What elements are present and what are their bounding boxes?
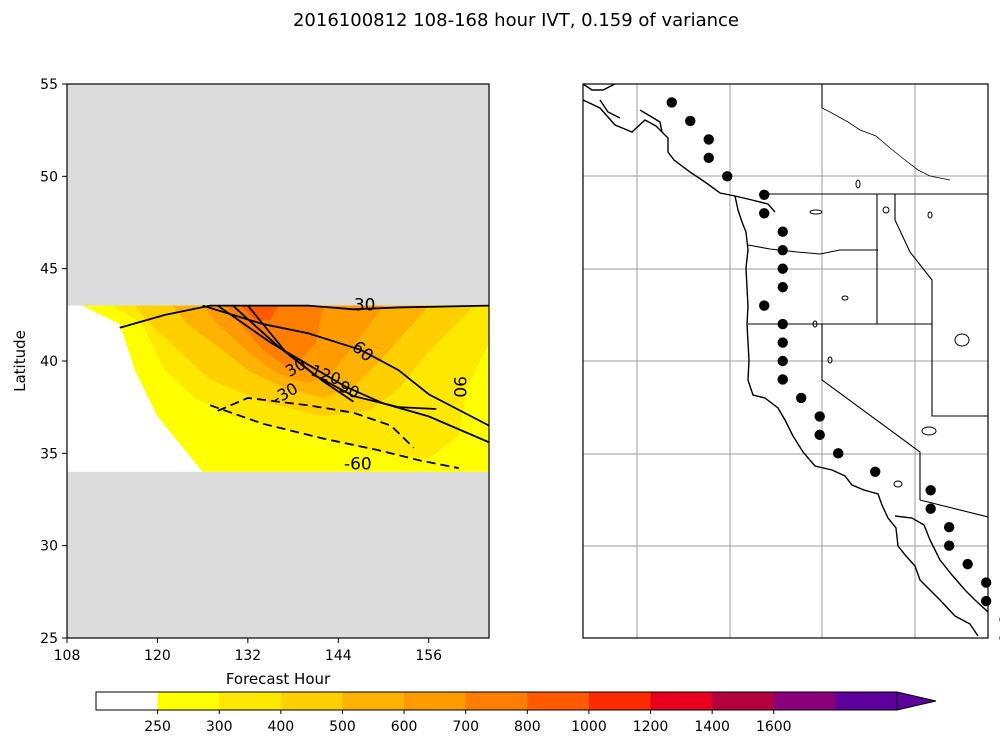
colorbar-segment: [157, 692, 220, 710]
lakes: [809, 179, 970, 488]
map-point: [777, 355, 788, 367]
map-point: [962, 558, 973, 570]
map-point: [685, 115, 696, 127]
colorbar-tick-label: 400: [267, 719, 294, 735]
y-tick-label: 30: [40, 539, 58, 555]
map-point: [777, 318, 788, 330]
contour-line-120: [232, 304, 437, 410]
map-point: [980, 577, 992, 588]
masked-band: [67, 84, 489, 306]
colorbar-tick-label: 600: [391, 719, 418, 735]
contour-line-90: [217, 304, 489, 444]
colorbar-segment: [280, 692, 343, 710]
map-point: [777, 263, 788, 274]
map-point: [703, 152, 714, 164]
colorbar-tick-label: 700: [452, 719, 479, 735]
x-axis-label: Forecast Hour: [226, 670, 331, 688]
map-point: [925, 503, 936, 514]
map-panel: [582, 83, 1000, 641]
y-tick-label: 45: [40, 262, 58, 278]
contour-label: 30: [354, 296, 376, 316]
y-axis-label: Latitude: [11, 330, 29, 392]
map-point: [777, 337, 788, 348]
colorbar-segment: [342, 692, 405, 710]
map-point: [833, 448, 844, 459]
map-point: [722, 171, 733, 182]
x-tick-label: 120: [144, 648, 171, 664]
y-tick-label: 25: [40, 631, 58, 647]
x-tick-label: 156: [415, 648, 442, 664]
map-point: [759, 189, 770, 200]
colorbar-segment: [835, 692, 898, 710]
map-point: [759, 300, 770, 311]
map-point: [777, 226, 788, 237]
canada-border-detail: [821, 107, 951, 181]
map-point: [869, 466, 881, 477]
x-tick-label: 144: [325, 648, 352, 664]
contour-line--60: [209, 404, 460, 469]
colorbar-segment: [527, 692, 590, 710]
colorbar-tick-label: 1200: [633, 719, 669, 735]
coastline: [583, 84, 988, 637]
colorbar-tick-label: 300: [206, 719, 233, 735]
colorbar-segment: [404, 692, 467, 710]
contour-line-30: [119, 304, 489, 329]
map-point: [796, 392, 807, 404]
map-point: [759, 208, 770, 219]
colorbar-tick-label: 1000: [571, 719, 607, 735]
contour-label: -60: [344, 454, 372, 474]
map-point: [666, 97, 677, 108]
map-point: [943, 522, 955, 533]
map-point: [814, 411, 825, 422]
map-point: [943, 540, 955, 551]
map-point: [777, 374, 788, 385]
contour-line-150: [247, 305, 354, 403]
colorbar-segment: [465, 692, 528, 710]
colorbar-segment: [712, 692, 775, 710]
colorbar: 250 300 400 500 600 700 800 1000 1200 1400 1600: [95, 691, 937, 735]
map-point: [814, 429, 825, 441]
contour-label: 90: [449, 376, 469, 398]
map-point: [925, 485, 936, 496]
contour-line--30: [217, 397, 415, 449]
y-tick-label: 40: [40, 354, 58, 370]
colorbar-segment: [650, 692, 713, 710]
colorbar-tick-label: 250: [144, 719, 171, 735]
colorbar-tick-label: 800: [514, 719, 541, 735]
colorbar-segment: [588, 692, 652, 710]
colorbar-extend-arrow: [896, 691, 937, 711]
figure-title: 2016100812 108-168 hour IVT, 0.159 of va…: [293, 10, 739, 31]
map-point: [777, 281, 788, 293]
colorbar-segment: [773, 692, 836, 710]
masked-band: [67, 471, 489, 638]
y-tick-label: 55: [40, 77, 58, 93]
colorbar-tick-label: 500: [329, 719, 356, 735]
y-tick-label: 35: [40, 446, 58, 462]
x-tick-label: 132: [234, 648, 261, 664]
x-tick-label: 108: [54, 648, 81, 664]
y-tick-label: 50: [40, 169, 58, 185]
map-point: [980, 595, 992, 607]
map-point: [703, 134, 714, 145]
colorbar-tick-label: 1400: [694, 719, 730, 735]
colorbar-tick-label: 1600: [756, 719, 792, 735]
map-point: [777, 245, 788, 256]
colorbar-segment: [219, 692, 282, 710]
colorbar-segment: [96, 692, 159, 710]
